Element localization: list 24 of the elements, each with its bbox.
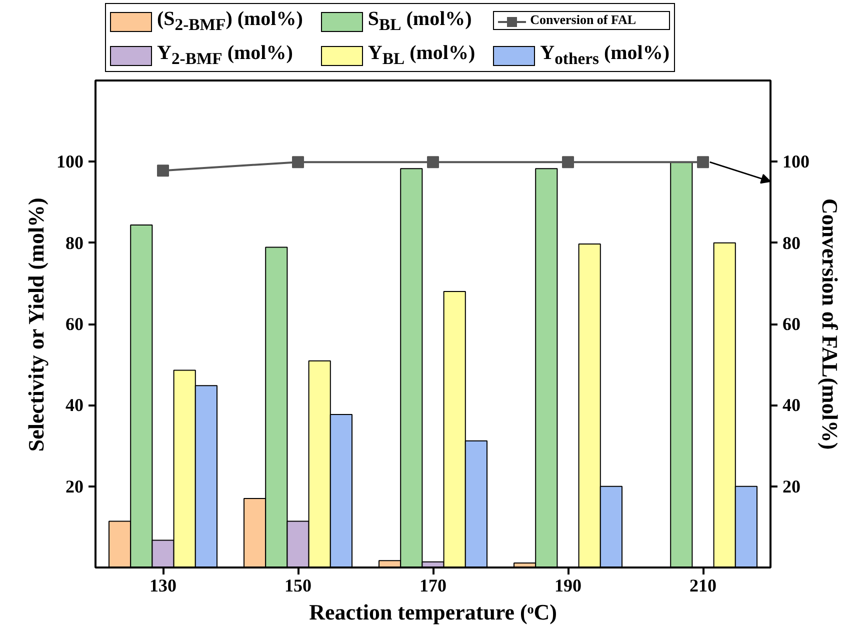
x-tick-label: 130 (150, 576, 176, 596)
y-tick-label: 100 (56, 152, 84, 172)
y2-tick-label: 100 (782, 152, 810, 172)
legend-label: Y$_{2-BMF}$ (mol%) (157, 42, 293, 68)
legend-label: S$_{BL}$ (mol%) (368, 8, 472, 34)
y2-tick-label: 40 (782, 395, 800, 416)
y2-tick-label: 60 (782, 314, 800, 334)
legend-label: (S$_{2-BMF}$) (mol%) (157, 8, 303, 34)
x-tick-label: 210 (690, 576, 716, 596)
y2-axis-title: Conversion of FAL(mol%) (818, 198, 842, 450)
y-tick-label: 80 (66, 232, 84, 253)
y-axis-title: Selectivity or Yield (mol%) (24, 198, 48, 452)
y2-tick-label: 80 (782, 232, 800, 253)
x-tick-label: 150 (284, 576, 312, 596)
y2-tick-label: 20 (782, 476, 800, 496)
legend-label: Y$_{BL}$ (mol%) (368, 42, 476, 68)
legend-label: Y$_{others}$ (mol%) (540, 42, 670, 68)
y-tick-label: 20 (66, 476, 84, 496)
x-tick-label: 190 (554, 576, 582, 596)
x-axis-title: Reaction temperature (ᵒC) (309, 600, 557, 624)
legend-label: Conversion of FAL (530, 12, 636, 28)
x-tick-label: 170 (420, 576, 446, 596)
y-tick-label: 60 (66, 314, 84, 334)
y-tick-label: 40 (66, 395, 84, 416)
